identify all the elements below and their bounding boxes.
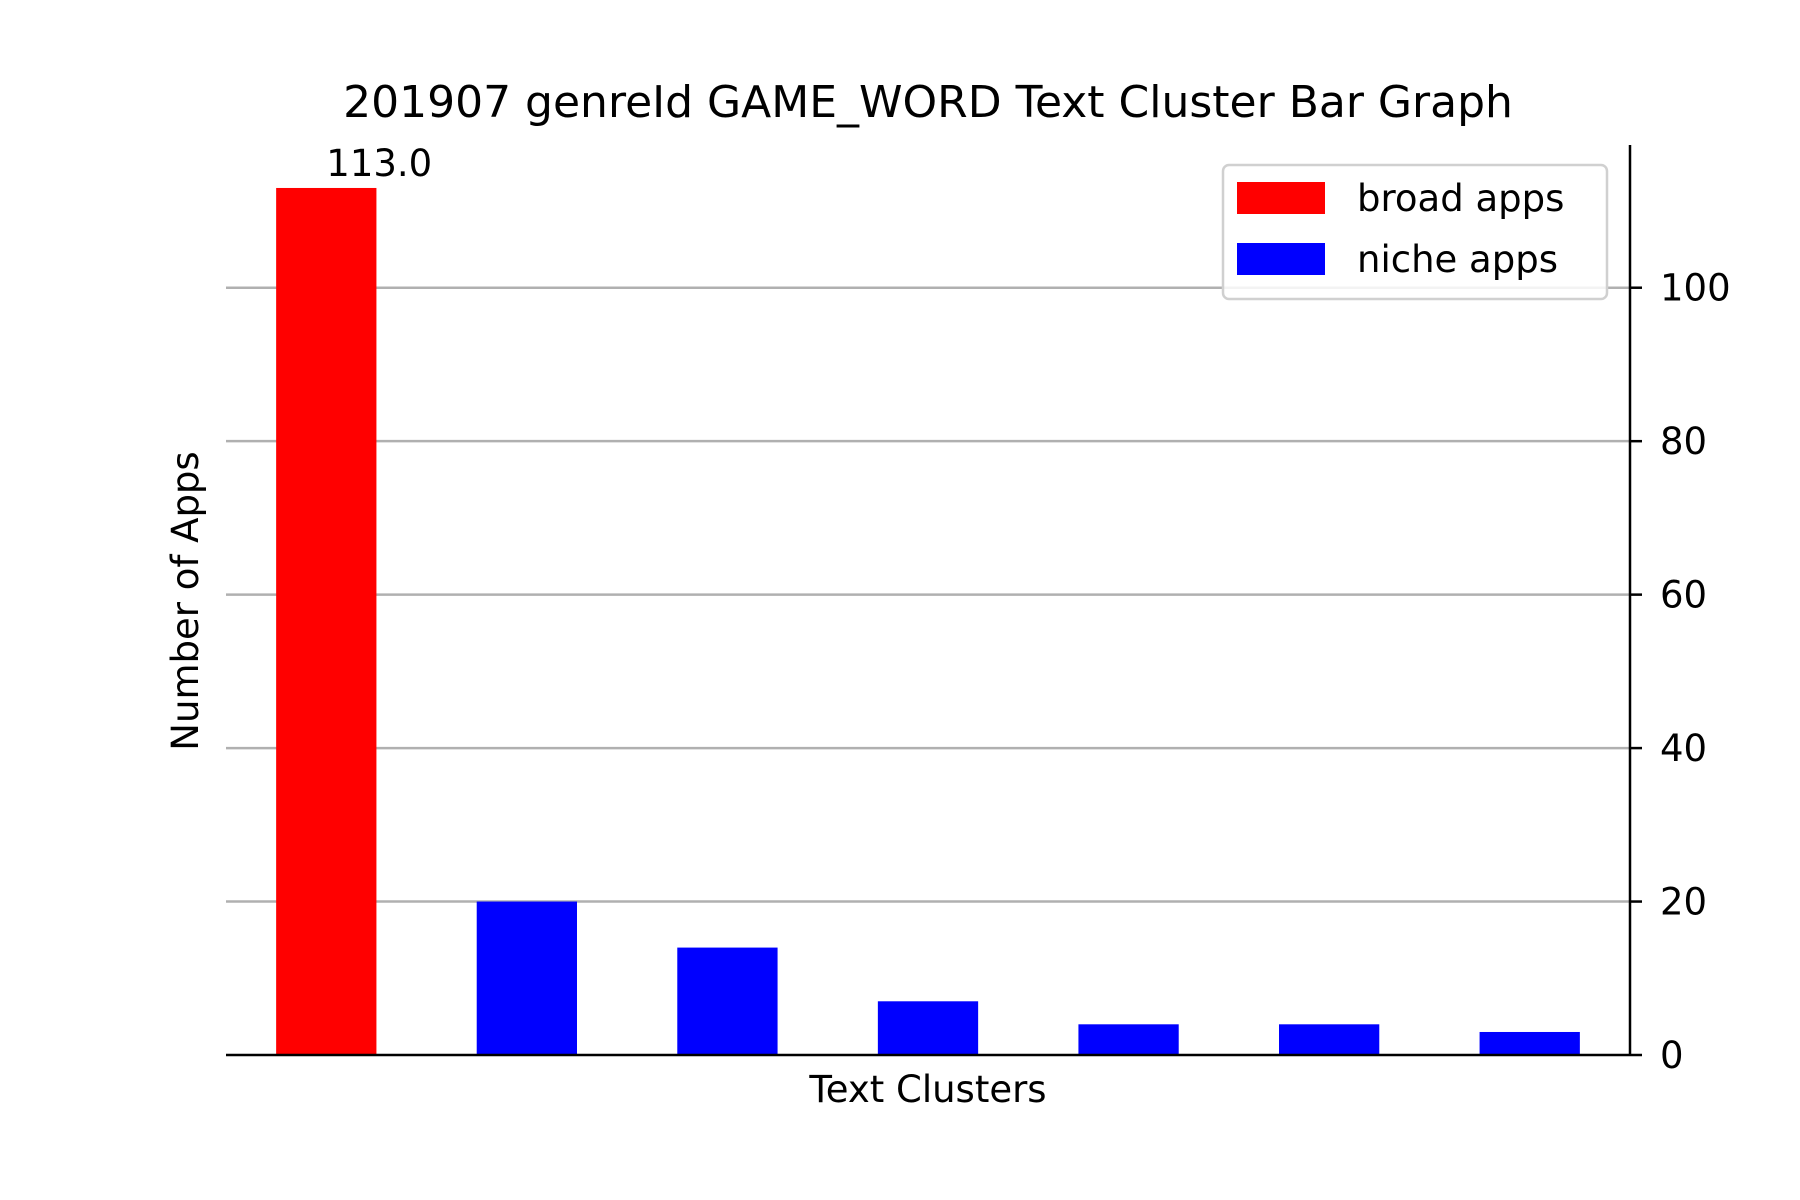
y-axis-label: Number of Apps <box>164 451 207 750</box>
legend-label-niche: niche apps <box>1357 238 1558 281</box>
axes: 0 20 40 60 80 100 <box>226 145 1731 1077</box>
chart-title: 201907 genreId GAME_WORD Text Cluster Ba… <box>343 77 1513 128</box>
y-tick-label: 40 <box>1660 727 1707 770</box>
bar-niche-2 <box>476 901 577 1055</box>
bar-niche-7 <box>1479 1031 1580 1055</box>
y-tick-label: 100 <box>1660 267 1731 310</box>
grid <box>226 286 1630 903</box>
data-labels: 113.0 <box>326 142 432 185</box>
bar-niche-5 <box>1078 1024 1179 1055</box>
y-tick-label: 80 <box>1660 420 1707 463</box>
bars <box>276 187 1580 1055</box>
y-tick-label: 0 <box>1660 1034 1684 1077</box>
y-tick-label: 60 <box>1660 574 1707 617</box>
bar-broad-1 <box>276 187 377 1055</box>
legend-label-broad: broad apps <box>1357 177 1564 220</box>
y-tick-label: 20 <box>1660 881 1707 924</box>
legend: broad apps niche apps <box>1221 163 1609 301</box>
bar-niche-3 <box>677 947 778 1055</box>
bar-niche-4 <box>877 1001 979 1055</box>
bar-niche-6 <box>1279 1024 1380 1055</box>
x-axis-label: Text Clusters <box>808 1068 1046 1111</box>
bar-value-label: 113.0 <box>326 142 432 185</box>
legend-swatch-broad <box>1237 182 1325 214</box>
legend-swatch-niche <box>1237 243 1325 275</box>
